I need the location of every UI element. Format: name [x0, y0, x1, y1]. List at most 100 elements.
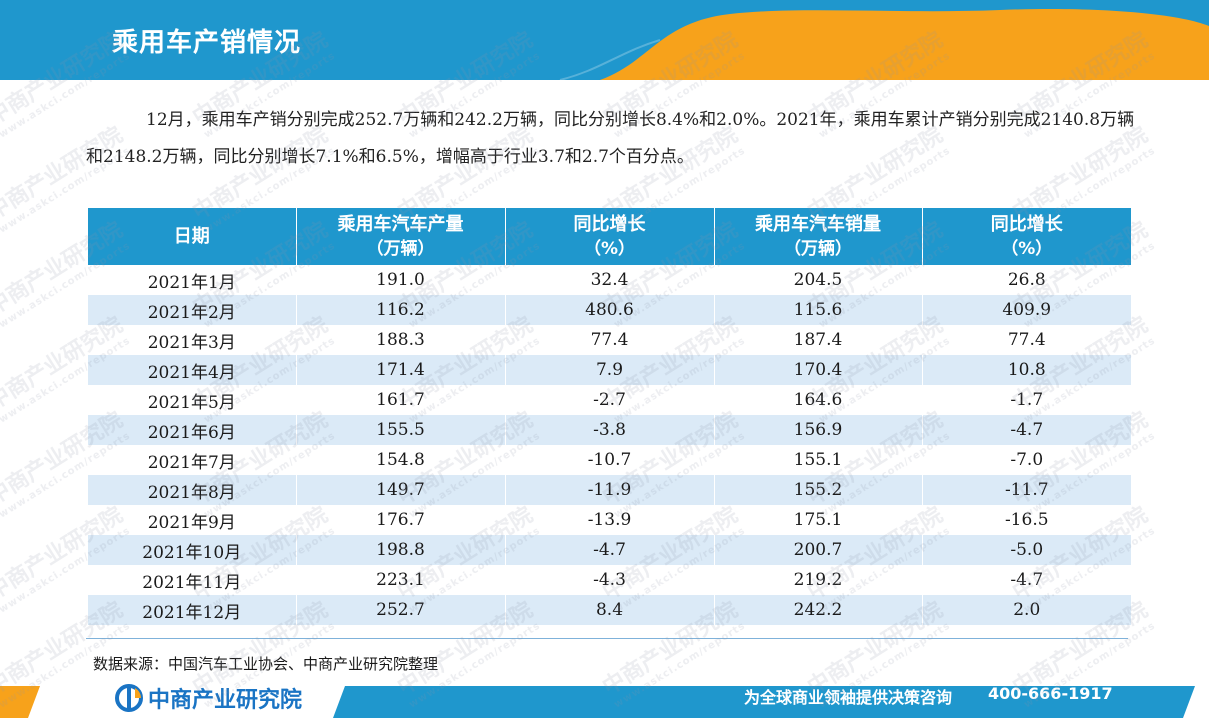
table-cell: 223.1	[296, 565, 506, 595]
table-cell: 252.7	[296, 595, 506, 625]
table-cell: 164.6	[714, 385, 923, 415]
table-cell: 2021年2月	[88, 295, 297, 325]
table-row: 2021年12月 252.7 8.4 242.2 2.0	[88, 595, 1131, 625]
table-cell: -16.5	[922, 505, 1131, 535]
table-cell: -1.7	[922, 385, 1131, 415]
table-cell: -7.0	[922, 445, 1131, 475]
table-cell: 191.0	[296, 265, 506, 295]
header-banner: 乘用车产销情况	[0, 0, 1209, 80]
footer-phone: 400-666-1917	[988, 684, 1113, 703]
table-cell: 155.1	[714, 445, 923, 475]
column-header: 日期	[88, 208, 297, 265]
source-note: 数据来源：中国汽车工业协会、中商产业研究院整理	[93, 655, 439, 673]
table-cell: 204.5	[714, 265, 923, 295]
table-cell: 26.8	[922, 265, 1131, 295]
table-cell: 2021年9月	[88, 505, 297, 535]
table-cell: 156.9	[714, 415, 923, 445]
table-cell: 2021年10月	[88, 535, 297, 565]
table-cell: 2021年6月	[88, 415, 297, 445]
column-header-label: 乘用车汽车销量	[755, 213, 881, 235]
column-header-unit: （%）	[583, 238, 636, 259]
intro-paragraph: 12月，乘用车产销分别完成252.7万辆和242.2万辆，同比分别增长8.4%和…	[86, 110, 1135, 167]
table-row: 2021年9月 176.7 -13.9 175.1 -16.5	[88, 505, 1131, 535]
footer-bar	[0, 680, 1209, 718]
header-background	[0, 0, 1209, 80]
table-cell: -4.7	[922, 565, 1131, 595]
column-header-label: 同比增长	[990, 213, 1063, 235]
table-cell: 2021年4月	[88, 355, 297, 385]
table-row: 2021年7月 154.8 -10.7 155.1 -7.0	[88, 445, 1131, 475]
table-cell: -4.3	[505, 565, 715, 595]
divider	[86, 638, 1128, 639]
table-cell: 155.5	[296, 415, 506, 445]
table-cell: 200.7	[714, 535, 923, 565]
table-row: 2021年10月 198.8 -4.7 200.7 -5.0	[88, 535, 1131, 565]
table-cell: 10.8	[922, 355, 1131, 385]
table-cell: 2021年11月	[88, 565, 297, 595]
table-cell: 116.2	[296, 295, 506, 325]
table-cell: 188.3	[296, 325, 506, 355]
table-cell: 2021年1月	[88, 265, 297, 295]
table-cell: 175.1	[714, 505, 923, 535]
table-cell: 170.4	[714, 355, 923, 385]
column-header-label: 同比增长	[573, 213, 646, 235]
production-sales-table: 日期 乘用车汽车产量 （万辆） 同比增长 （%） 乘用车汽车销量 （万辆） 同比增长 （%） 2…	[88, 208, 1131, 625]
table-row: 2021年2月 116.2 480.6 115.6 409.9	[88, 295, 1131, 325]
column-header: 同比增长 （%）	[505, 208, 715, 265]
table-cell: -5.0	[922, 535, 1131, 565]
table-cell: 2021年12月	[88, 595, 297, 625]
table-cell: -3.8	[505, 415, 715, 445]
footer-background	[0, 686, 1195, 718]
table-cell: -11.7	[922, 475, 1131, 505]
table-cell: 242.2	[714, 595, 923, 625]
footer-slogan: 为全球商业领袖提供决策咨询	[744, 688, 953, 707]
table-cell: 176.7	[296, 505, 506, 535]
column-header-unit: （万辆）	[784, 238, 852, 259]
table-cell: -4.7	[505, 535, 715, 565]
table-cell: 198.8	[296, 535, 506, 565]
table-cell: -10.7	[505, 445, 715, 475]
table-cell: 480.6	[505, 295, 715, 325]
table-cell: -4.7	[922, 415, 1131, 445]
logo-icon	[115, 684, 143, 712]
table-cell: 77.4	[505, 325, 715, 355]
column-header-label: 乘用车汽车产量	[337, 213, 464, 235]
table-row: 2021年5月 161.7 -2.7 164.6 -1.7	[88, 385, 1131, 415]
table-cell: 8.4	[505, 595, 715, 625]
column-header: 乘用车汽车产量 （万辆）	[296, 208, 506, 265]
table-row: 2021年1月 191.0 32.4 204.5 26.8	[88, 265, 1131, 295]
column-header-label: 日期	[173, 226, 210, 247]
table-body: 2021年1月 191.0 32.4 204.5 26.8 2021年2月 116.2 480…	[88, 265, 1131, 625]
table-cell: 7.9	[505, 355, 715, 385]
column-header-unit: （%）	[1001, 238, 1053, 259]
table-header-row: 日期 乘用车汽车产量 （万辆） 同比增长 （%） 乘用车汽车销量 （万辆） 同比增长 （%）	[88, 208, 1131, 265]
table-cell: 161.7	[296, 385, 506, 415]
table-row: 2021年4月 171.4 7.9 170.4 10.8	[88, 355, 1131, 385]
page-title: 乘用车产销情况	[112, 28, 302, 58]
table-cell: 115.6	[714, 295, 923, 325]
table-cell: -2.7	[505, 385, 715, 415]
table-cell: 187.4	[714, 325, 923, 355]
table-cell: 409.9	[922, 295, 1131, 325]
table-cell: 154.8	[296, 445, 506, 475]
column-header: 乘用车汽车销量 （万辆）	[714, 208, 923, 265]
table-cell: 77.4	[922, 325, 1131, 355]
table-row: 2021年6月 155.5 -3.8 156.9 -4.7	[88, 415, 1131, 445]
table-cell: 2021年8月	[88, 475, 297, 505]
table-cell: 2.0	[922, 595, 1131, 625]
table-row: 2021年8月 149.7 -11.9 155.2 -11.7	[88, 475, 1131, 505]
table-cell: 155.2	[714, 475, 923, 505]
table-cell: -13.9	[505, 505, 715, 535]
table-cell: 171.4	[296, 355, 506, 385]
column-header: 同比增长 （%）	[922, 208, 1131, 265]
table-cell: 2021年3月	[88, 325, 297, 355]
table-cell: 2021年7月	[88, 445, 297, 475]
table-cell: 2021年5月	[88, 385, 297, 415]
table-cell: -11.9	[505, 475, 715, 505]
column-header-unit: （万辆）	[366, 238, 435, 259]
table-row: 2021年3月 188.3 77.4 187.4 77.4	[88, 325, 1131, 355]
table-row: 2021年11月 223.1 -4.3 219.2 -4.7	[88, 565, 1131, 595]
table-cell: 219.2	[714, 565, 923, 595]
logo-text: 中商产业研究院	[148, 688, 303, 713]
table-cell: 32.4	[505, 265, 715, 295]
